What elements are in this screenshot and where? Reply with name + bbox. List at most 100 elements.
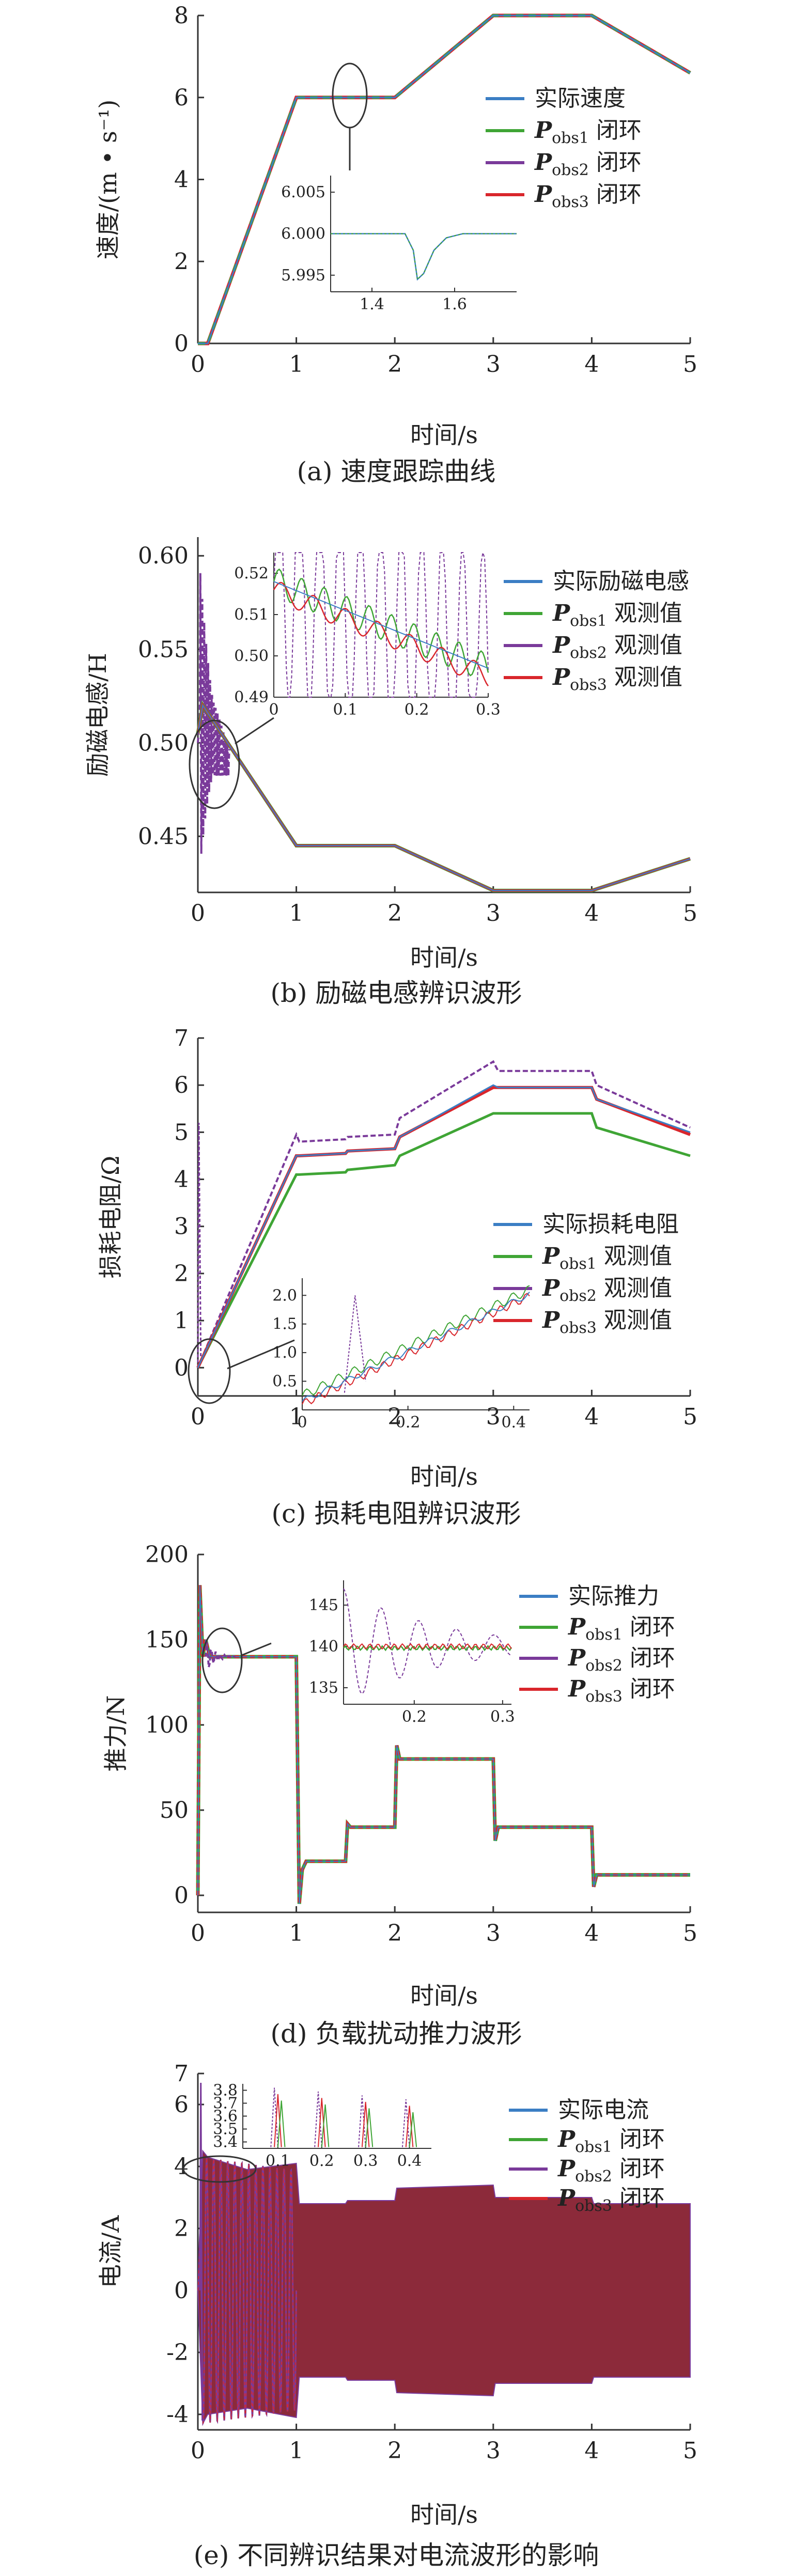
inset-x-tick-label: 0.2 [309, 2152, 334, 2170]
inset-e-peak-pobs3 [318, 2098, 326, 2147]
inset-e-peak-pobs2 [314, 2091, 322, 2147]
legend-symbol: P [534, 149, 553, 176]
inset-e-peak-pobs3 [274, 2094, 282, 2147]
legend-entry: 实际励磁电感 [553, 568, 689, 594]
x-tick-label: 2 [387, 2438, 402, 2464]
x-tick-label: 2 [387, 351, 402, 378]
legend-symbol: P [552, 664, 571, 690]
legend-symbol: P [541, 1275, 561, 1301]
inset-e-peak-pobs3 [405, 2106, 414, 2147]
legend-symbol: P [534, 117, 553, 144]
inset-e-peak-pobs2 [358, 2095, 366, 2147]
inset-d-pobs2 [343, 1588, 512, 1695]
inset-y-tick-label: 0.51 [234, 606, 269, 624]
legend-label: 闭环 [612, 2126, 665, 2153]
legend-entry: Pobs1 观测值 [552, 600, 682, 630]
y-tick-label: 200 [145, 1542, 189, 1568]
legend-label: 观测值 [607, 600, 682, 626]
legend-symbol: P [552, 600, 571, 626]
y-tick-label: 0 [174, 331, 189, 357]
series-pobs2-osc [205, 1642, 236, 1668]
legend-label: 观测值 [597, 1243, 672, 1269]
panel-b-inductance: 0 1 2 3 4 5 0.45 0.50 0.55 0.60 时间/s 励磁电感/H (b) 励磁电感… [84, 537, 697, 1008]
legend-label: 闭环 [612, 2156, 665, 2182]
legend-label: 闭环 [623, 1645, 675, 1671]
inset-a-series [331, 233, 517, 281]
inset-y-tick-label: 2.0 [272, 1286, 297, 1305]
inset-y-tick-label: 145 [309, 1596, 338, 1614]
legend-entry: 实际损耗电阻 [542, 1211, 679, 1237]
x-axis-label: 时间/s [410, 421, 478, 449]
x-tick-label: 1 [289, 351, 304, 378]
y-tick-label: 4 [174, 1167, 189, 1193]
y-tick-label: 0.60 [138, 543, 189, 569]
y-tick-label: 0 [174, 2277, 189, 2304]
legend-subscript: obs2 [585, 1657, 623, 1675]
series-pobs3-line [198, 13, 691, 345]
x-tick-label: 1 [289, 900, 304, 926]
x-tick-label: 4 [584, 900, 599, 926]
legend-entry: Pobs3 闭环 [557, 2185, 665, 2215]
series-pobs1-line [196, 700, 691, 892]
inset-e-peak-pobs2 [401, 2099, 410, 2147]
legend-label: 观测值 [607, 664, 682, 690]
legend-symbol: P [557, 2185, 576, 2211]
legend-subscript: obs3 [552, 193, 589, 211]
inset-c-actual [302, 1292, 530, 1402]
x-tick-label: 3 [486, 1404, 501, 1430]
y-tick-label: 7 [174, 2061, 189, 2087]
inset-x-tick-label: 0.3 [490, 1708, 515, 1726]
x-tick-label: 5 [683, 1920, 697, 1946]
x-tick-label: 0 [191, 1404, 205, 1430]
legend-entry: 实际电流 [558, 2097, 649, 2123]
y-tick-label: 0 [174, 1355, 189, 1381]
inset-e-peak-pobs1 [321, 2104, 330, 2147]
inset-y-tick-label: 0.50 [234, 647, 269, 665]
series-pobs1-line [198, 14, 691, 345]
x-axis-label: 时间/s [410, 2501, 478, 2528]
series-initial-spike [199, 2082, 204, 2421]
legend-subscript: obs2 [570, 644, 607, 662]
legend-subscript: obs2 [575, 2167, 612, 2186]
legend-subscript: obs1 [585, 1626, 623, 1644]
y-axis-label: 励磁电感/H [84, 653, 112, 777]
inset-y-tick-label: 135 [309, 1679, 338, 1697]
legend-label: 实际励磁电感 [553, 568, 689, 594]
series-actual-line [198, 14, 691, 344]
inset-x-tick-label: 1.4 [360, 295, 384, 313]
legend-label: 实际损耗电阻 [542, 1211, 679, 1237]
zoom-ellipse [189, 719, 240, 809]
inset-d-pobs1 [343, 1645, 512, 1652]
inset-y-tick-label: 6.005 [281, 183, 325, 201]
inset-x-tick-label: 0.3 [476, 701, 501, 719]
inset-x-tick-label: 0.2 [396, 1413, 421, 1432]
x-tick-label: 1 [289, 2438, 304, 2464]
inset-b-pobs2 [273, 552, 489, 698]
x-tick-label: 5 [683, 351, 697, 378]
y-tick-label: 6 [174, 1072, 189, 1098]
legend-label: 观测值 [597, 1307, 672, 1333]
legend-entry: Pobs2 闭环 [567, 1645, 675, 1675]
inset-y-tick-label: 0.49 [234, 688, 269, 706]
inset-x-tick-label: 0 [269, 701, 278, 719]
inset-e-peak-pobs3 [361, 2101, 370, 2147]
inset-e-peak-pobs1 [365, 2108, 374, 2147]
legend-subscript: obs1 [559, 1255, 597, 1273]
legend-symbol: P [541, 1307, 561, 1333]
inset-x-tick-label: 0.3 [353, 2152, 378, 2170]
inset-y-tick-label: 0.52 [234, 564, 269, 583]
x-tick-label: 3 [486, 1920, 501, 1946]
legend-label: 闭环 [589, 117, 642, 144]
legend-subscript: obs3 [585, 1688, 623, 1706]
y-tick-label: 4 [174, 167, 189, 193]
legend-label: 闭环 [623, 1614, 675, 1640]
y-tick-label: 2 [174, 2216, 189, 2242]
y-tick-label: -4 [166, 2401, 189, 2428]
legend-entry: Pobs3 闭环 [567, 1676, 675, 1706]
inset-y-tick-label: 3.4 [213, 2133, 238, 2151]
x-tick-label: 1 [289, 1404, 304, 1430]
zoom-connector [235, 717, 274, 745]
inset-x-tick-label: 0.1 [266, 2152, 290, 2170]
y-axis-label: 电流/A [97, 2215, 125, 2288]
